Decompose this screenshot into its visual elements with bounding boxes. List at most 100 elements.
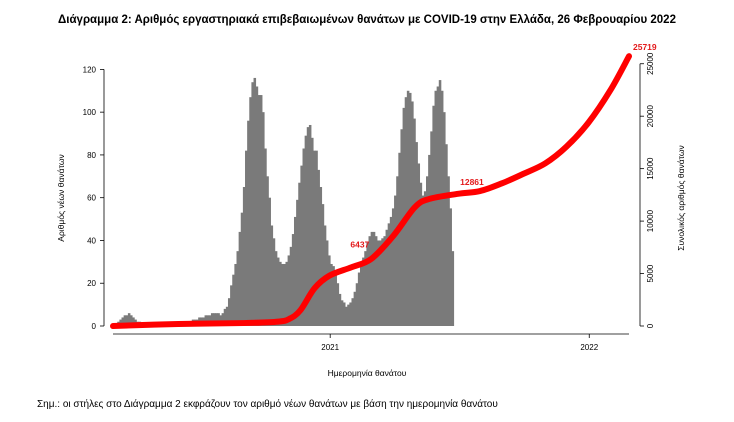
x-tick-label: 2021 [321, 343, 339, 352]
bar [213, 313, 216, 326]
bar [274, 251, 278, 326]
bar [359, 266, 363, 326]
bar [396, 176, 399, 326]
bar [217, 313, 220, 326]
bar [417, 163, 421, 326]
bar [283, 263, 286, 326]
bar [385, 229, 389, 326]
bar [308, 124, 312, 326]
bar [432, 105, 435, 326]
bar [436, 86, 440, 326]
bar [389, 216, 393, 326]
bar [296, 199, 299, 326]
x-tick-label: 2022 [580, 343, 598, 352]
bar [281, 263, 284, 326]
bar [345, 306, 348, 326]
bar [287, 255, 291, 326]
bar [366, 242, 369, 326]
bar [291, 234, 295, 326]
bar [255, 86, 259, 326]
annotation-label: 25719 [633, 42, 657, 52]
bar [449, 208, 452, 326]
bar [394, 195, 397, 326]
bar [247, 120, 250, 326]
bar [127, 313, 131, 326]
y-axis-left: 0 20 40 60 80 100 120 [83, 65, 105, 331]
bar [257, 95, 261, 327]
bar [276, 257, 280, 326]
bar [370, 231, 374, 326]
bar [372, 231, 376, 326]
y2-axis-title: Συνολικός αριθμός θανάτων [676, 145, 686, 251]
bar [426, 176, 429, 326]
bar [240, 212, 244, 326]
bar [238, 231, 242, 326]
annotation-label: 6437 [350, 239, 369, 249]
bar [221, 313, 225, 326]
bar [121, 317, 125, 326]
bar [362, 257, 365, 326]
bar [330, 263, 333, 326]
y-tick-label: 120 [83, 65, 97, 74]
bar [279, 261, 282, 326]
bar [447, 176, 450, 326]
bar [406, 90, 410, 327]
bar [334, 270, 337, 326]
bar [383, 236, 386, 326]
bar [319, 187, 323, 326]
bar [451, 251, 455, 326]
bar [419, 182, 423, 326]
bar [317, 169, 320, 326]
bar [234, 263, 237, 326]
bar [438, 80, 442, 326]
bar [313, 150, 316, 326]
bar [302, 148, 306, 326]
bar [272, 238, 276, 326]
bar [357, 272, 361, 326]
bar [306, 127, 310, 326]
cumulative-line-series [110, 53, 632, 329]
bar [347, 304, 350, 326]
bar [404, 97, 408, 326]
bar [232, 274, 235, 326]
y-tick-label: 60 [87, 194, 96, 203]
bar [304, 135, 308, 326]
bar [253, 77, 257, 326]
bar [264, 148, 267, 326]
bar [132, 317, 135, 326]
bar [227, 298, 231, 326]
bar [349, 302, 352, 326]
bar [321, 204, 325, 326]
bar [223, 308, 227, 326]
bar [443, 112, 446, 327]
bar [381, 238, 384, 326]
bar [259, 95, 263, 327]
chart-title: Διάγραμμα 2: Αριθμός εργαστηριακά επιβεβ… [58, 14, 676, 26]
bar [413, 118, 416, 326]
bar [342, 302, 346, 326]
bar [130, 315, 133, 326]
x-axis: 2021 2022 [113, 333, 629, 352]
bar [236, 251, 240, 326]
bar [423, 191, 427, 326]
bar [125, 315, 129, 326]
bar [377, 240, 380, 326]
annotation-label: 12861 [460, 177, 484, 187]
y-tick-label: 20 [87, 279, 96, 288]
bar [428, 154, 431, 326]
bar [123, 315, 127, 326]
bar [266, 176, 269, 326]
bar [368, 236, 372, 326]
y2-tick-label: 25000 [646, 52, 655, 75]
bar [391, 208, 395, 326]
bar [210, 313, 214, 326]
x-axis-title: Ημερομηνία θανάτου [328, 368, 407, 378]
bar [336, 283, 340, 326]
y2-tick-label: 0 [646, 323, 655, 328]
bar [421, 195, 425, 326]
bar [262, 112, 265, 327]
annotations: 6437 12861 25719 [350, 42, 656, 249]
bar-series [115, 77, 455, 327]
bar [364, 251, 367, 326]
